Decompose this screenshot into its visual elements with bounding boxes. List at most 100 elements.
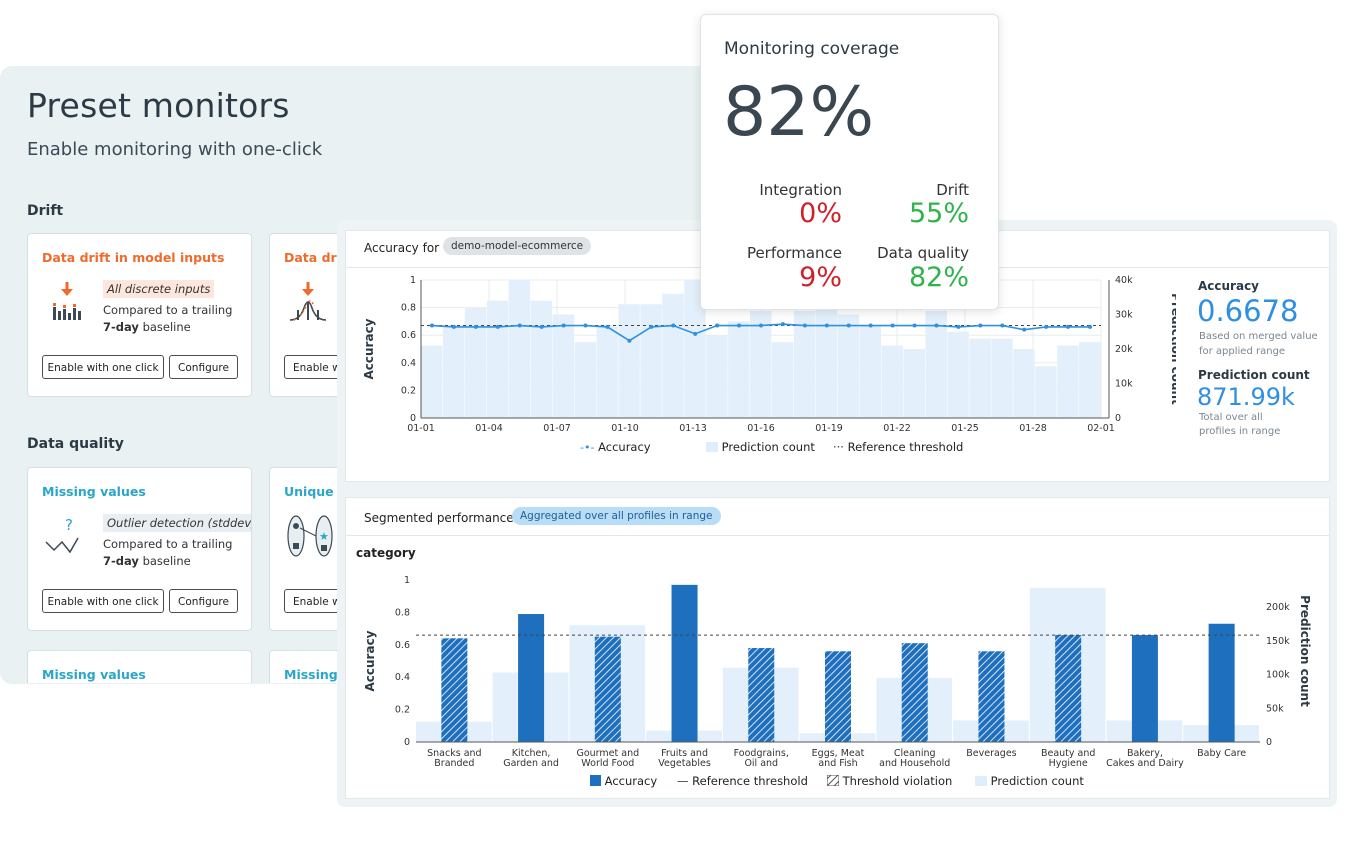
configure-button[interactable]: Configure	[169, 589, 238, 613]
prediction-count-bar	[859, 324, 882, 418]
enable-one-click-button[interactable]: Enable with one click	[42, 355, 164, 379]
accuracy-point	[934, 323, 939, 328]
legend-label: Reference threshold	[847, 440, 964, 454]
accuracy-point	[737, 323, 742, 328]
card-title: Data drift in model inputs	[42, 250, 225, 265]
coverage-value: 82%	[723, 73, 875, 152]
category-label: Snacks and Branded	[427, 748, 481, 769]
accuracy-point	[561, 323, 566, 328]
category-label-line: Kitchen,	[512, 748, 551, 759]
x-tick-label: 01-16	[747, 423, 775, 434]
accuracy-line-icon: -•-	[580, 441, 595, 454]
x-tick-label: 01-28	[1019, 423, 1047, 434]
x-tick-label: 02-01	[1087, 423, 1115, 434]
category-label: Baby Care	[1197, 748, 1246, 759]
y2-tick-label: 150k	[1266, 636, 1290, 647]
category-label: Bakery, Cakes and Dairy	[1106, 748, 1184, 769]
enable-one-click-button[interactable]: Enable with one click	[42, 589, 164, 613]
prediction-count-bar	[903, 349, 926, 418]
monitor-tag: Outlier detection (stddev)	[103, 514, 251, 532]
accuracy-point	[649, 324, 654, 329]
monitor-description: Compared to a trailing 7-day baseline	[103, 302, 232, 336]
description-line: Compared to a trailing	[103, 537, 233, 551]
accuracy-point	[912, 323, 917, 328]
category-label-line: Branded	[434, 758, 474, 769]
outlier-icon: ?	[45, 516, 79, 554]
prediction-count-bar	[684, 280, 706, 418]
legend-violation: Threshold violation	[823, 771, 952, 790]
accuracy-point	[868, 323, 873, 328]
legend-accuracy: Accuracy	[590, 774, 657, 788]
prediction-count-bar	[837, 314, 860, 418]
y2-tick-label: 10k	[1115, 379, 1133, 390]
page-title: Preset monitors	[27, 86, 290, 125]
accuracy-point	[495, 324, 500, 329]
category-label-line: Vegetables	[658, 758, 711, 769]
category-label-line: and Household	[879, 758, 950, 769]
accuracy-header-label: Accuracy for	[364, 241, 440, 255]
y2-tick-label: 200k	[1266, 602, 1290, 613]
y2-tick-label: 40k	[1115, 275, 1133, 286]
aggregation-chip[interactable]: Aggregated over all profiles in range	[512, 507, 721, 525]
prediction-count-bar	[1057, 345, 1079, 418]
data-quality-value: 82%	[908, 262, 969, 293]
y-axis-title: Accuracy	[363, 630, 377, 691]
accuracy-bar	[441, 638, 468, 742]
accuracy-point	[846, 323, 851, 328]
x-tick-label: 01-22	[883, 423, 911, 434]
monitor-tag: All discrete inputs	[103, 280, 215, 298]
segmented-panel-header	[346, 498, 1329, 536]
monitoring-coverage-card: Monitoring coverage 82% Integration 0% D…	[700, 14, 999, 310]
note-line: Based on merged value	[1199, 331, 1318, 342]
monitor-card-missing-values: Missing values ? Outlier detection (stdd…	[27, 467, 252, 631]
prediction-count-bar	[486, 300, 509, 418]
accuracy-point	[956, 324, 961, 329]
category-label: Eggs, Meat and Fish	[812, 748, 865, 769]
model-chip[interactable]: demo-model-ecommerce	[443, 237, 592, 255]
y2-tick-label: 0	[1266, 737, 1272, 748]
side-accuracy-value: 0.6678	[1197, 294, 1299, 328]
accuracy-bar	[671, 584, 698, 742]
drift-label: Drift	[936, 181, 969, 199]
prediction-count-bar	[618, 304, 640, 418]
legend-label: Accuracy	[604, 774, 658, 788]
x-tick-label: 01-07	[543, 423, 571, 434]
legend-label: Accuracy	[598, 440, 651, 454]
coverage-title: Monitoring coverage	[724, 39, 900, 59]
category-label: Beauty and Hygiene	[1041, 748, 1095, 769]
category-label-line: Beauty and	[1041, 748, 1095, 759]
y-tick-label: 1	[410, 275, 416, 286]
segmented-panel	[345, 497, 1330, 799]
performance-label: Performance	[746, 244, 842, 262]
accuracy-point	[780, 322, 785, 327]
drift-value: 55%	[908, 198, 969, 229]
prediction-count-bar	[947, 331, 969, 418]
baseline-days: 7-day	[103, 554, 139, 568]
prediction-count-bar	[793, 311, 816, 418]
prediction-count-bar	[925, 311, 947, 418]
svg-text:★: ★	[319, 530, 329, 543]
accuracy-point	[539, 324, 544, 329]
y-tick-label: 0	[404, 737, 410, 748]
accuracy-point	[1022, 327, 1027, 332]
light-bar-swatch-icon	[706, 442, 718, 452]
card-title: Missing v	[284, 667, 351, 682]
category-label-line: Baby Care	[1197, 748, 1246, 759]
prediction-count-bar	[552, 314, 575, 418]
integration-value: 0%	[799, 198, 842, 229]
y2-tick-label: 20k	[1115, 344, 1133, 355]
category-label-line: Foodgrains,	[734, 748, 789, 759]
baseline-label: baseline	[138, 554, 191, 568]
prediction-count-bar	[991, 338, 1013, 418]
description-line: 7-day baseline	[103, 319, 232, 336]
y2-tick-label: 30k	[1115, 310, 1133, 321]
y-tick-label: 0.6	[395, 640, 410, 651]
prediction-count-bar	[815, 304, 838, 418]
y-tick-label: 0.8	[401, 303, 416, 314]
y2-axis-title: Prediction count	[1298, 595, 1312, 707]
y2-axis-title: Prediction count	[1169, 293, 1176, 405]
category-label-line: Cleaning	[894, 748, 936, 759]
configure-button[interactable]: Configure	[169, 355, 238, 379]
monitor-description: Compared to a trailing 7-day baseline	[103, 536, 232, 570]
y-tick-label: 0	[410, 413, 416, 424]
